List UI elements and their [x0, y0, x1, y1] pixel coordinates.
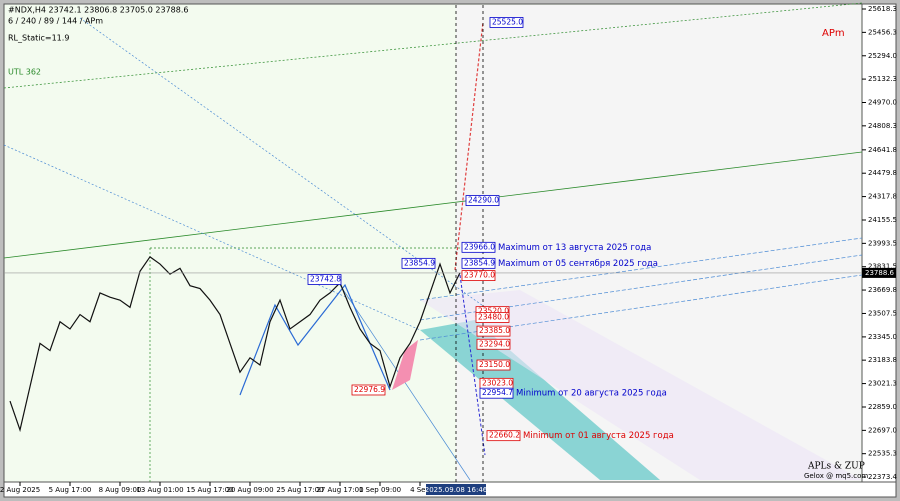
level-label: 23023.0: [482, 378, 513, 387]
level-label: 22660.2: [489, 431, 520, 440]
current-price-box: [862, 267, 896, 278]
level-box: [489, 17, 524, 28]
level-box: [479, 387, 514, 399]
price-line: [9, 255, 461, 433]
level-label: 23480.0: [478, 312, 509, 321]
corner-label: APm: [822, 28, 845, 39]
y-tick-label: 22373.4: [868, 473, 897, 481]
y-tick-label: 25132.3: [868, 75, 897, 83]
level-box: [465, 195, 500, 206]
level-box: [486, 430, 521, 442]
level-note: Maximum от 05 сентября 2025 года: [498, 259, 658, 269]
watermark: APLs & ZUP: [807, 462, 865, 472]
x-tick-label: 27 Aug 17:00: [316, 486, 363, 494]
current-price-label: 23788.6: [865, 269, 894, 277]
level-box: [461, 241, 496, 253]
x-tick-label: 20 Aug 09:00: [226, 486, 273, 494]
y-tick-label: 24641.8: [868, 146, 897, 154]
level-label: 25525.0: [492, 17, 523, 26]
x-tick-label: 4 Sep: [410, 486, 430, 494]
level-label: 23150.0: [479, 360, 510, 369]
level-box: [307, 274, 342, 285]
level-label: 24290.0: [468, 196, 499, 205]
y-tick-label: 25294.0: [868, 52, 897, 60]
level-label: 23385.0: [479, 326, 510, 335]
trend-line: [3, 151, 863, 259]
chart-subtitle: 6 / 240 / 89 / 144 / APm: [8, 17, 103, 26]
price-axis: [861, 3, 897, 483]
chart-title: #NDX,H4 23742.1 23806.8 23705.0 23788.6: [8, 6, 188, 15]
y-tick-label: 23993.5: [868, 239, 897, 247]
level-box: [476, 325, 511, 337]
y-tick-label: 23021.3: [868, 380, 897, 388]
y-tick-label: 23831.5: [868, 263, 897, 271]
line-label: UTL 362: [8, 68, 41, 77]
level-note: Maximum от 13 августа 2025 года: [498, 243, 651, 253]
x-tick-label: 25 Aug 17:00: [276, 486, 323, 494]
y-tick-label: 23507.5: [868, 309, 897, 317]
level-box: [476, 359, 511, 371]
y-tick-label: 22535.3: [868, 450, 897, 458]
level-note: Minimum от 20 августа 2025 года: [516, 389, 667, 399]
projection: [459, 274, 486, 456]
level-label: 23854.9: [464, 258, 495, 267]
level-box: [461, 257, 496, 269]
fan-line: [419, 237, 863, 301]
level-label: 23294.0: [479, 339, 510, 348]
x-tick-label: 8 Aug 09:00: [99, 486, 142, 494]
level-label: 23854.9: [404, 258, 435, 267]
channel-zone: [420, 290, 862, 480]
level-label: 23966.0: [464, 242, 495, 251]
y-tick-label: 24970.0: [868, 99, 897, 107]
cursor-label: 2025.09.08 16:46: [425, 486, 488, 494]
level-label: 22954.7: [482, 388, 513, 397]
y-tick-label: 22859.0: [868, 403, 897, 411]
indicator-label: RL_Static=11.9: [8, 34, 69, 43]
level-label: 23742.8: [310, 275, 341, 284]
impulse-zone: [392, 340, 418, 390]
level-box: [351, 384, 386, 396]
level-box: [461, 270, 496, 281]
y-tick-label: 22697.0: [868, 426, 897, 434]
y-tick-label: 23345.0: [868, 333, 897, 341]
x-tick-label: 2 Aug 2025: [0, 486, 40, 494]
x-tick-label: 5 Aug 17:00: [49, 486, 92, 494]
level-label: 23520.0: [478, 307, 509, 316]
level-label: 22976.9: [354, 385, 385, 394]
y-tick-label: 24317.8: [868, 193, 897, 201]
zigzag: [239, 283, 391, 396]
x-tick-label: 15 Aug 17:00: [186, 486, 233, 494]
level-note: Minimum от 01 августа 2025 года: [523, 431, 674, 441]
y-tick-label: 24808.3: [868, 122, 897, 130]
level-box: [476, 338, 511, 350]
level-label: 23770.0: [464, 271, 495, 280]
y-tick-label: 23669.8: [868, 286, 897, 294]
watermark-sub: Gelox @ mq5.com: [804, 472, 868, 480]
y-tick-label: 24479.8: [868, 169, 897, 177]
y-tick-label: 23183.8: [868, 356, 897, 364]
x-tick-label: 13 Aug 01:00: [136, 486, 183, 494]
y-tick-label: 25618.3: [868, 5, 897, 13]
cursor-box: [426, 484, 486, 495]
x-tick-label: 1 Sep 09:00: [359, 486, 401, 494]
level-box: [475, 312, 510, 323]
projection: [454, 21, 484, 271]
y-tick-label: 24155.5: [868, 216, 897, 224]
level-box: [401, 257, 436, 269]
y-tick-label: 25456.3: [868, 28, 897, 36]
